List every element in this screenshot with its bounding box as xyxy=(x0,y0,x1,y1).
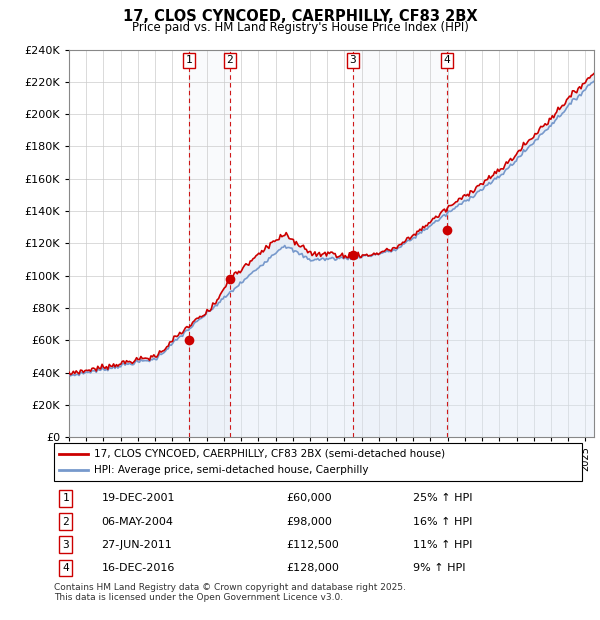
Text: £128,000: £128,000 xyxy=(286,563,339,573)
Text: 9% ↑ HPI: 9% ↑ HPI xyxy=(413,563,466,573)
Text: 06-MAY-2004: 06-MAY-2004 xyxy=(101,516,173,526)
Text: £98,000: £98,000 xyxy=(286,516,332,526)
Text: 16-DEC-2016: 16-DEC-2016 xyxy=(101,563,175,573)
Text: 25% ↑ HPI: 25% ↑ HPI xyxy=(413,494,473,503)
Text: 11% ↑ HPI: 11% ↑ HPI xyxy=(413,540,472,550)
Text: 3: 3 xyxy=(349,55,356,66)
Text: £60,000: £60,000 xyxy=(286,494,332,503)
Text: 4: 4 xyxy=(62,563,69,573)
Text: 2: 2 xyxy=(227,55,233,66)
Text: 17, CLOS CYNCOED, CAERPHILLY, CF83 2BX (semi-detached house): 17, CLOS CYNCOED, CAERPHILLY, CF83 2BX (… xyxy=(94,449,445,459)
Text: Price paid vs. HM Land Registry's House Price Index (HPI): Price paid vs. HM Land Registry's House … xyxy=(131,21,469,34)
Text: 4: 4 xyxy=(443,55,451,66)
Bar xyxy=(353,50,447,437)
Text: 19-DEC-2001: 19-DEC-2001 xyxy=(101,494,175,503)
Text: Contains HM Land Registry data © Crown copyright and database right 2025.
This d: Contains HM Land Registry data © Crown c… xyxy=(54,583,406,602)
Text: 17, CLOS CYNCOED, CAERPHILLY, CF83 2BX: 17, CLOS CYNCOED, CAERPHILLY, CF83 2BX xyxy=(122,9,478,24)
Text: 2: 2 xyxy=(62,516,69,526)
Text: 16% ↑ HPI: 16% ↑ HPI xyxy=(413,516,472,526)
Text: 1: 1 xyxy=(62,494,69,503)
Text: 1: 1 xyxy=(185,55,193,66)
Text: HPI: Average price, semi-detached house, Caerphilly: HPI: Average price, semi-detached house,… xyxy=(94,465,368,475)
Text: 3: 3 xyxy=(62,540,69,550)
Bar xyxy=(189,50,230,437)
Text: £112,500: £112,500 xyxy=(286,540,339,550)
Text: 27-JUN-2011: 27-JUN-2011 xyxy=(101,540,172,550)
